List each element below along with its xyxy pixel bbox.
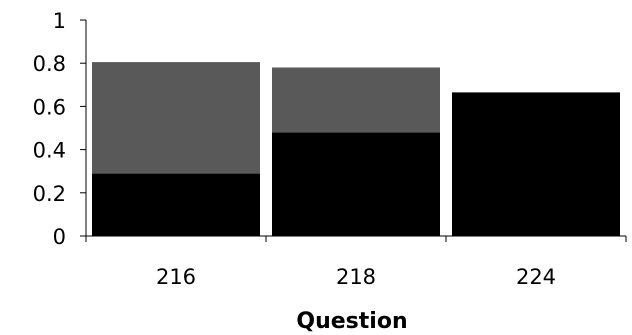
y-tick-label: 0: [53, 225, 66, 249]
x-tick-label: 224: [516, 265, 556, 289]
y-tick-label: 0.8: [33, 52, 66, 76]
x-tick-label: 218: [336, 265, 376, 289]
y-tick-label: 1: [53, 9, 66, 33]
bar-216-segment-2: [92, 62, 260, 174]
bar-224-segment-1: [452, 92, 620, 237]
axes-layer: 0 0.2 0.4 0.6 0.8 1 216 218 224: [33, 9, 627, 289]
bars-layer: [92, 62, 620, 237]
bar-218-segment-2: [272, 67, 440, 133]
y-tick-label: 0.6: [33, 95, 66, 119]
y-tick-label: 0.2: [33, 182, 66, 206]
x-tick-label: 216: [156, 265, 196, 289]
x-axis-title: Question: [296, 309, 407, 334]
bar-218-segment-1: [272, 132, 440, 236]
y-tick-label: 0.4: [33, 139, 66, 163]
bar-216-segment-1: [92, 173, 260, 236]
